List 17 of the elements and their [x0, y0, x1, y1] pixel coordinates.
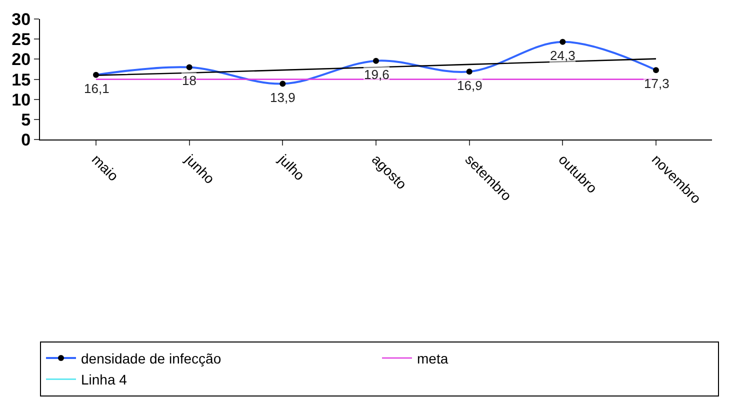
data-label: 13,9	[270, 90, 296, 105]
legend-label: densidade de infecção	[81, 350, 222, 366]
y-tick-label: 10	[12, 90, 31, 110]
data-label: 16,1	[84, 81, 110, 96]
data-label: 17,3	[644, 76, 670, 91]
legend-label: Linha 4	[81, 372, 128, 388]
y-tick-label: 15	[12, 70, 31, 90]
data-label: 19,6	[364, 67, 390, 82]
y-tick-label: 30	[12, 10, 31, 29]
y-tick-label: 0	[21, 130, 31, 150]
y-tick-label: 25	[12, 30, 31, 50]
y-tick-label: 5	[21, 110, 31, 130]
data-label: 16,9	[457, 78, 482, 93]
legend-label: meta	[417, 350, 448, 366]
data-label: 18	[182, 73, 196, 88]
data-label: 24,3	[550, 48, 576, 63]
y-tick-label: 20	[12, 50, 31, 70]
